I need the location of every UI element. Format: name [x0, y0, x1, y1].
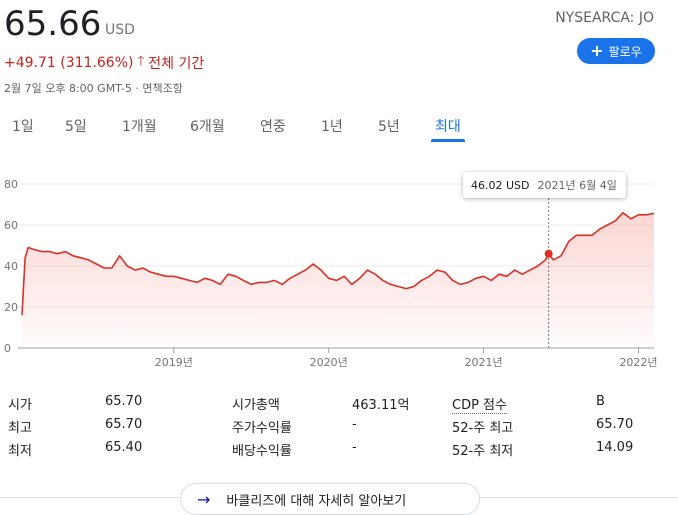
range-tabs: 1일 5일 1개월 6개월 연중 1년 5년 최대	[0, 116, 678, 142]
change-value: +49.71 (311.66%)	[4, 55, 134, 71]
stat-value-high: 65.70	[105, 417, 143, 432]
x-tick-label: 2021년	[465, 356, 503, 369]
x-tick-label: 2022년	[619, 356, 657, 369]
tab-max[interactable]: 최대	[431, 116, 465, 142]
tooltip-value: 46.02 USD	[471, 178, 530, 192]
arrow-up-icon: 🡑	[137, 54, 145, 69]
stat-label-cdp[interactable]: CDP 점수	[452, 394, 507, 414]
more-about-button[interactable]: → 바클리즈에 대해 자세히 알아보기	[180, 483, 480, 515]
stat-label-52w-low: 52-주 최저	[452, 444, 514, 459]
stat-value-pe: -	[352, 417, 357, 432]
stat-value-dividend: -	[352, 440, 357, 455]
stat-label-low: 최저	[8, 444, 32, 459]
more-about-label: 바클리즈에 대해 자세히 알아보기	[226, 493, 407, 509]
follow-button[interactable]: + 팔로우	[577, 38, 655, 64]
chart-tooltip: 46.02 USD 2021년 6월 4일	[463, 172, 626, 198]
change-period: 전체 기간	[148, 56, 205, 72]
stat-label-dividend: 배당수익률	[232, 444, 292, 459]
tooltip-date: 2021년 6월 4일	[537, 179, 617, 192]
stat-label-52w-high: 52-주 최고	[452, 421, 514, 436]
arrow-right-icon: →	[197, 489, 211, 509]
y-tick-label: 80	[4, 178, 18, 191]
stat-value-52w-high: 65.70	[596, 417, 634, 432]
stat-label-open: 시가	[8, 398, 32, 413]
tab-5d[interactable]: 5일	[65, 119, 87, 135]
stat-value-low: 65.40	[105, 440, 143, 455]
stat-label-high: 최고	[8, 421, 32, 436]
price-change: +49.71 (311.66%) 🡑 전체 기간	[4, 52, 204, 74]
tab-1m[interactable]: 1개월	[122, 119, 157, 135]
hover-point	[544, 249, 553, 258]
quote-meta[interactable]: 2월 7일 오후 8:00 GMT-5 · 면책조항	[4, 82, 183, 95]
stat-value-52w-low: 14.09	[596, 440, 634, 455]
y-tick-label: 60	[4, 219, 18, 232]
stat-label-market-cap: 시가총액	[232, 398, 280, 413]
y-tick-label: 40	[4, 260, 18, 273]
price-value: 65.66	[4, 4, 102, 44]
x-tick-label: 2019년	[155, 356, 193, 369]
stat-value-market-cap: 463.11억	[352, 398, 410, 413]
tab-1y[interactable]: 1년	[321, 119, 343, 135]
stat-value-open: 65.70	[105, 394, 143, 409]
y-tick-label: 20	[4, 301, 18, 314]
stat-label-pe: 주가수익률	[232, 421, 292, 436]
follow-label: 팔로우	[608, 44, 642, 59]
tab-ytd[interactable]: 연중	[260, 119, 286, 135]
currency-label: USD	[105, 22, 135, 38]
y-tick-label: 0	[4, 342, 11, 355]
stat-value-cdp: B	[596, 394, 605, 409]
plus-icon: +	[590, 41, 604, 60]
tab-5y[interactable]: 5년	[378, 119, 400, 135]
tab-1d[interactable]: 1일	[12, 119, 34, 135]
tab-6m[interactable]: 6개월	[190, 119, 225, 135]
exchange-ticker: NYSEARCA: JO	[555, 10, 654, 26]
x-tick-label: 2020년	[310, 356, 348, 369]
